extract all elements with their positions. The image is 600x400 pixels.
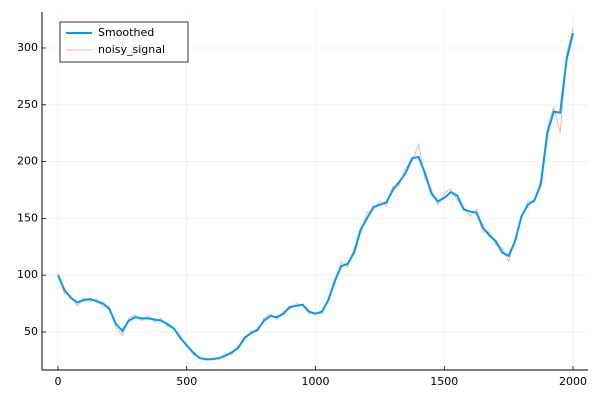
y-tick-label: 300 [17, 41, 38, 54]
legend-label: noisy_signal [98, 43, 165, 56]
y-tick-label: 200 [17, 155, 38, 168]
legend-box [59, 21, 189, 63]
y-tick-label: 150 [17, 211, 38, 224]
series-line [57, 33, 575, 361]
x-tick-label: 0 [54, 375, 61, 388]
legend: Smoothed noisy_signal [59, 21, 189, 63]
x-tick-label: 1000 [302, 375, 330, 388]
legend-label: Smoothed [98, 26, 154, 39]
y-tick-label: 250 [17, 98, 38, 111]
y-tick-label: 50 [24, 325, 38, 338]
x-tick-label: 2000 [559, 375, 587, 388]
y-tick-label: 100 [17, 268, 38, 281]
x-tick-label: 500 [176, 375, 197, 388]
x-tick-label: 1500 [430, 375, 458, 388]
